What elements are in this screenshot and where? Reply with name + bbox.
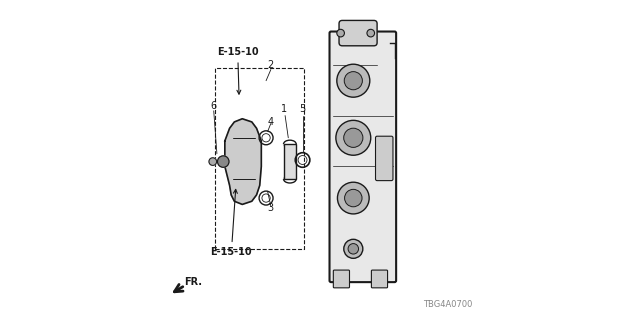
FancyBboxPatch shape: [371, 270, 388, 288]
Circle shape: [344, 72, 362, 90]
Circle shape: [218, 156, 229, 167]
FancyBboxPatch shape: [330, 32, 396, 282]
Text: E-15-10: E-15-10: [211, 189, 252, 257]
Text: E-15-10: E-15-10: [217, 47, 259, 94]
Polygon shape: [284, 144, 296, 179]
Text: TBG4A0700: TBG4A0700: [423, 300, 472, 309]
Circle shape: [337, 182, 369, 214]
Text: 1: 1: [280, 104, 287, 115]
Circle shape: [344, 128, 363, 148]
Circle shape: [344, 239, 363, 258]
Text: 3: 3: [268, 203, 274, 212]
Circle shape: [344, 189, 362, 207]
Circle shape: [337, 64, 370, 97]
Text: 4: 4: [268, 117, 274, 127]
Text: FR.: FR.: [184, 277, 202, 287]
Polygon shape: [225, 119, 261, 204]
Bar: [215, 68, 304, 249]
Circle shape: [367, 29, 374, 37]
Text: 6: 6: [211, 101, 217, 111]
Text: 5: 5: [300, 104, 306, 115]
Circle shape: [337, 29, 344, 37]
Circle shape: [348, 244, 358, 254]
Circle shape: [209, 158, 216, 165]
FancyBboxPatch shape: [376, 136, 393, 180]
Circle shape: [336, 120, 371, 155]
Text: 2: 2: [268, 60, 274, 70]
FancyBboxPatch shape: [333, 270, 349, 288]
FancyBboxPatch shape: [339, 20, 377, 46]
